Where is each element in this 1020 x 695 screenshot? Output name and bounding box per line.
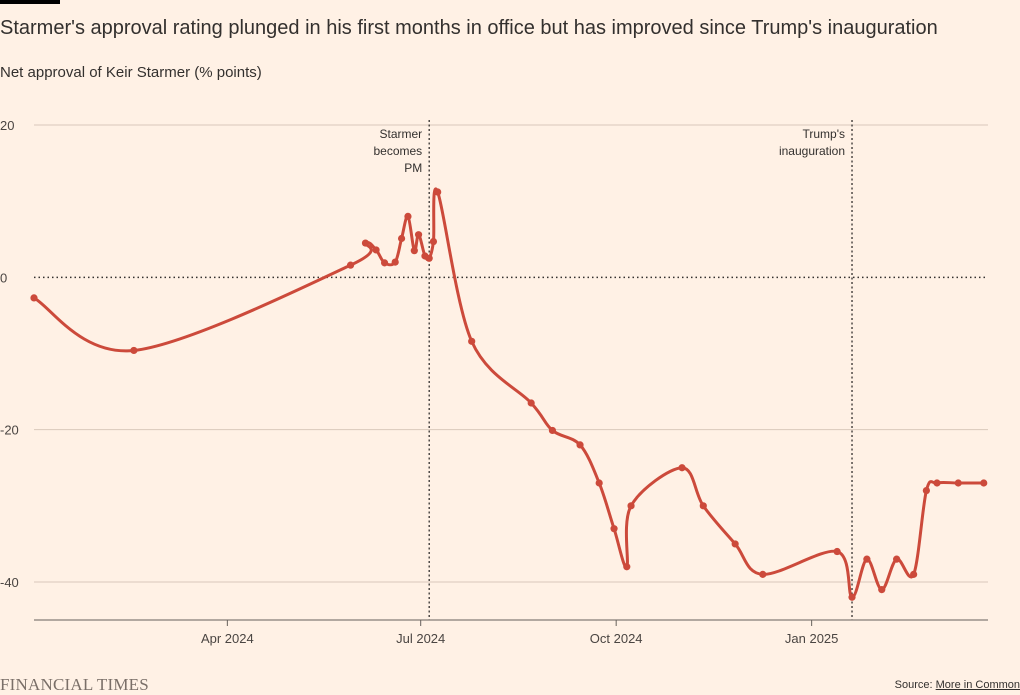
- data-point: [468, 337, 476, 345]
- data-point: [391, 258, 399, 266]
- data-point: [833, 547, 841, 556]
- source-prefix: Source:: [894, 679, 936, 691]
- data-point: [623, 563, 631, 571]
- ft-logo: FINANCIAL TIMES: [0, 675, 149, 694]
- source-link[interactable]: More in Common: [935, 679, 1020, 691]
- data-point: [576, 441, 584, 449]
- data-point: [922, 487, 930, 495]
- x-tick-label: Jul 2024: [396, 631, 445, 646]
- y-tick-label: -20: [0, 423, 19, 438]
- data-point: [30, 294, 38, 302]
- data-point: [893, 555, 901, 563]
- data-point: [699, 502, 707, 510]
- y-tick-label: 0: [0, 270, 7, 285]
- x-tick-label: Jan 2025: [785, 631, 839, 646]
- data-point: [346, 261, 355, 269]
- data-point: [404, 212, 412, 220]
- data-point: [863, 555, 871, 563]
- data-point: [878, 586, 886, 594]
- data-point: [429, 237, 438, 246]
- chart-subtitle: Net approval of Keir Starmer (% points): [0, 64, 262, 81]
- y-tick-label: 20: [0, 118, 14, 133]
- data-point: [130, 346, 138, 355]
- data-point: [548, 426, 557, 435]
- data-point: [414, 231, 423, 239]
- annotation-starmer-pm: Starmer becomes PM: [373, 127, 422, 175]
- y-tick-label: -40: [0, 575, 19, 590]
- data-point: [425, 254, 433, 262]
- data-point: [933, 479, 941, 487]
- data-point: [610, 525, 618, 533]
- data-point: [397, 234, 406, 243]
- annotation-trump-inauguration: Trump's inauguration: [779, 127, 845, 158]
- data-point: [954, 479, 962, 487]
- data-point: [410, 247, 418, 255]
- brand-bar: [0, 0, 60, 4]
- data-point: [731, 540, 739, 548]
- data-point: [380, 259, 389, 267]
- data-point: [361, 239, 370, 247]
- x-tick-label: Oct 2024: [590, 631, 643, 646]
- data-point: [527, 399, 535, 407]
- chart-title: Starmer's approval rating plunged in his…: [0, 17, 938, 39]
- data-point: [848, 593, 856, 601]
- data-point: [910, 570, 918, 578]
- data-point: [759, 570, 767, 578]
- data-point: [678, 464, 686, 472]
- data-point: [627, 502, 635, 510]
- data-point: [434, 188, 442, 196]
- source-note: Source: More in Common: [895, 679, 1020, 691]
- data-point: [595, 479, 603, 487]
- data-point: [372, 246, 380, 254]
- data-point: [980, 479, 988, 487]
- approval-series-line: [32, 187, 986, 599]
- x-tick-label: Apr 2024: [201, 631, 254, 646]
